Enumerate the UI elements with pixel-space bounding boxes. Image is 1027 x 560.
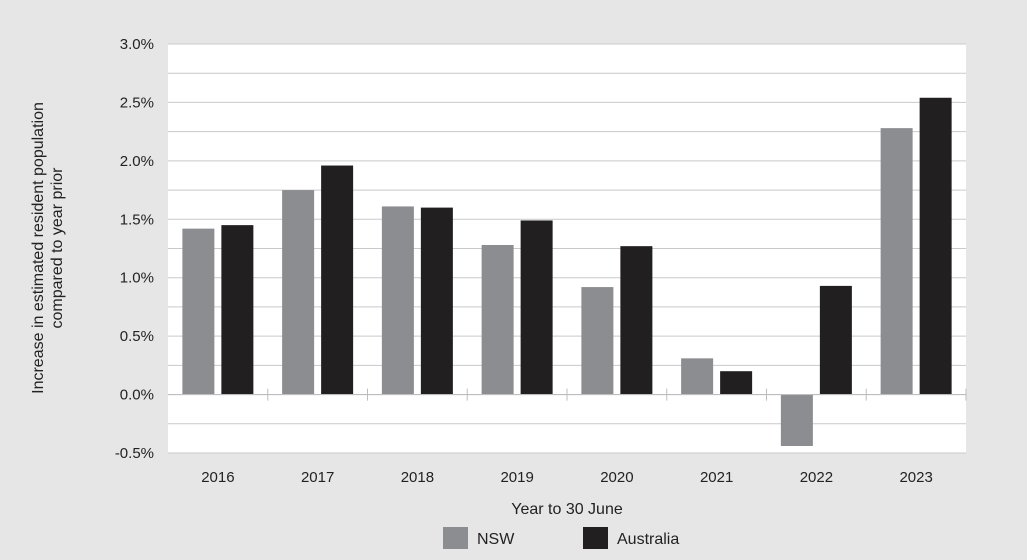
y-tick-label: 1.5%: [120, 211, 154, 228]
bar-australia-2022: [819, 285, 852, 395]
legend-label-australia: Australia: [617, 531, 679, 548]
x-axis-title: Year to 30 June: [511, 501, 623, 518]
bar-australia-2017: [321, 165, 354, 395]
bar-australia-2016: [221, 225, 254, 395]
legend-swatch-nsw: [443, 527, 468, 549]
x-tick-label: 2021: [700, 469, 733, 486]
legend-label-nsw: NSW: [477, 531, 515, 548]
x-tick-label: 2022: [800, 469, 833, 486]
bar-nsw-2018: [381, 206, 414, 395]
legend-swatch-australia: [583, 527, 608, 549]
x-tick-label: 2023: [899, 469, 932, 486]
bar-nsw-2020: [581, 287, 614, 395]
y-tick-label: 0.5%: [120, 328, 154, 345]
y-tick-label: 2.5%: [120, 94, 154, 111]
y-tick-label: 3.0%: [120, 36, 154, 53]
bar-nsw-2017: [282, 190, 315, 395]
y-axis-title-line-2: compared to year prior: [49, 167, 66, 329]
axes: -0.5% 0.0% 0.5% 1.0% 1.5% 2.0% 2.5% 3.0% 2016 201…: [115, 36, 967, 486]
bar-nsw-2016: [182, 228, 215, 395]
bar-australia-2018: [420, 207, 453, 395]
bar-nsw-2021: [681, 358, 714, 395]
y-axis-title-line-1: Increase in estimated resident populatio…: [30, 102, 47, 394]
y-tick-label: -0.5%: [115, 445, 154, 462]
bar-australia-2020: [620, 246, 653, 395]
bar-australia-2021: [720, 371, 753, 395]
bar-nsw-2019: [481, 244, 514, 395]
y-tick-label: 2.0%: [120, 153, 154, 170]
x-tick-label: 2020: [600, 469, 633, 486]
bar-australia-2023: [919, 97, 952, 395]
bar-nsw-2022: [780, 394, 813, 446]
x-tick-label: 2017: [301, 469, 334, 486]
bars: [182, 97, 952, 446]
x-tick-label: 2016: [201, 469, 234, 486]
bar-nsw-2023: [880, 128, 913, 395]
x-tick-label: 2019: [500, 469, 533, 486]
x-tick-label: 2018: [401, 469, 434, 486]
y-tick-label: 1.0%: [120, 270, 154, 287]
bar-australia-2019: [520, 220, 553, 395]
legend: NSW Australia: [443, 527, 679, 549]
y-tick-label: 0.0%: [120, 387, 154, 404]
